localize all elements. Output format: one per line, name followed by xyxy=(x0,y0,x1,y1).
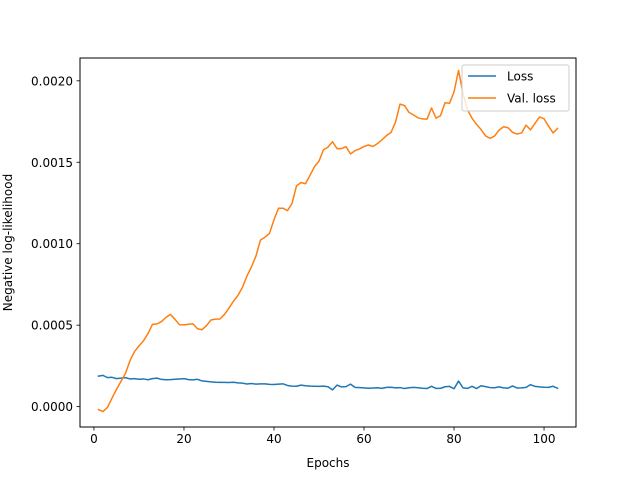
x-tick-label: 60 xyxy=(356,432,371,446)
y-tick-label: 0.0020 xyxy=(31,74,73,88)
y-tick-label: 0.0015 xyxy=(31,156,73,170)
plot-area xyxy=(97,69,559,413)
y-axis: 0.0000 0.0005 0.0010 0.0015 0.0020 xyxy=(31,74,80,414)
y-tick-label: 0.0000 xyxy=(31,400,73,414)
x-axis: 0 20 40 60 80 100 xyxy=(90,427,555,446)
legend-label-val-loss: Val. loss xyxy=(507,92,556,106)
x-tick-label: 40 xyxy=(266,432,281,446)
legend-label-loss: Loss xyxy=(507,70,533,84)
y-tick-label: 0.0005 xyxy=(31,319,73,333)
x-tick-label: 20 xyxy=(176,432,191,446)
series-line-val-loss xyxy=(97,69,559,413)
y-tick-label: 0.0010 xyxy=(31,237,73,251)
x-tick-label: 80 xyxy=(446,432,461,446)
x-tick-label: 100 xyxy=(533,432,556,446)
y-axis-label: Negative log-likelihood xyxy=(1,174,15,311)
series-line-loss xyxy=(97,374,559,391)
legend: Loss Val. loss xyxy=(461,64,570,112)
axes-frame xyxy=(79,57,577,428)
x-axis-label: Epochs xyxy=(307,456,350,470)
x-tick-label: 0 xyxy=(90,432,98,446)
